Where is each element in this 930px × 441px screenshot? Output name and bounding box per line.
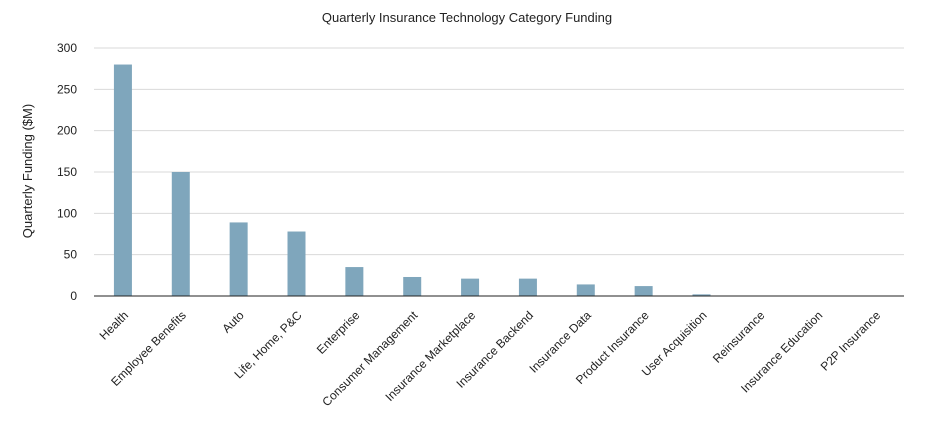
x-tick-label: Auto [219, 308, 247, 336]
bar [229, 222, 248, 296]
bar [692, 294, 711, 296]
chart-title: Quarterly Insurance Technology Category … [322, 10, 612, 25]
y-tick-label: 200 [57, 124, 77, 138]
gridlines [94, 47, 904, 256]
bar [634, 286, 653, 296]
bar [461, 278, 480, 296]
bar [403, 276, 422, 296]
bar [171, 172, 190, 296]
y-tick-label: 150 [57, 165, 77, 179]
y-axis-ticks: 0 50 100 150 200 250 300 [57, 41, 77, 303]
y-tick-label: 50 [64, 248, 78, 262]
x-tick-label: Enterprise [314, 308, 363, 357]
bar [518, 278, 537, 296]
bar [113, 64, 132, 297]
bar [345, 267, 364, 296]
bars [113, 64, 711, 297]
y-tick-label: 250 [57, 82, 77, 96]
y-tick-label: 0 [70, 289, 77, 303]
bar [287, 231, 306, 296]
x-tick-label: P2P Insurance [818, 308, 884, 374]
bar [576, 284, 595, 296]
x-tick-label: Reinsurance [710, 308, 768, 366]
y-axis-title: Quarterly Funding ($M) [20, 104, 35, 238]
x-tick-label: Consumer Management [319, 308, 420, 409]
y-tick-label: 300 [57, 41, 77, 55]
x-tick-label: Health [97, 308, 131, 342]
y-tick-label: 100 [57, 206, 77, 220]
